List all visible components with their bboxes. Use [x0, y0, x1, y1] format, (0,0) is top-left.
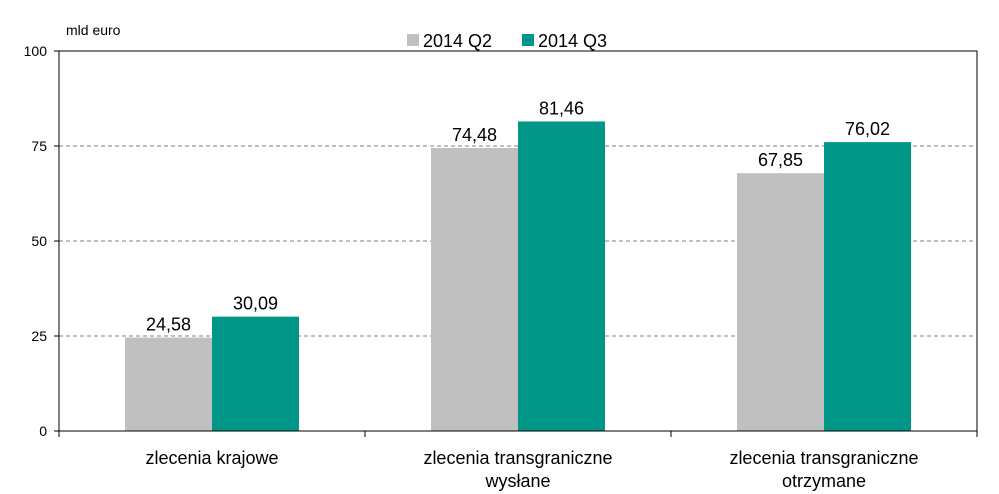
bar — [125, 337, 212, 431]
data-label: 81,46 — [539, 98, 584, 118]
x-category-label: zlecenia transgraniczne — [423, 448, 612, 468]
x-category-label: zlecenia transgraniczne — [729, 448, 918, 468]
y-tick-label: 0 — [39, 423, 47, 439]
y-tick-label: 75 — [31, 138, 47, 154]
legend-swatch — [522, 34, 534, 46]
data-label: 76,02 — [845, 119, 890, 139]
y-tick-label: 50 — [31, 233, 47, 249]
legend-swatch — [407, 34, 419, 46]
bar — [431, 147, 518, 431]
bars — [125, 121, 911, 432]
axes: 0 25 50 75 100 zlecenia krajowe zlecenia trans… — [24, 43, 978, 491]
data-label: 74,48 — [452, 125, 497, 145]
x-category-label: otrzymane — [782, 471, 866, 491]
x-category-label: wysłane — [484, 471, 550, 491]
bar — [737, 173, 824, 432]
y-axis-unit-label: mld euro — [66, 22, 121, 38]
y-tick-label: 100 — [24, 43, 48, 59]
data-label: 30,09 — [233, 294, 278, 314]
data-label: 67,85 — [758, 150, 803, 170]
legend: 2014 Q2 2014 Q3 — [407, 31, 607, 51]
bar — [824, 142, 911, 431]
bar — [212, 316, 299, 431]
y-tick-label: 25 — [31, 328, 47, 344]
data-label: 24,58 — [146, 315, 191, 335]
x-category-label: zlecenia krajowe — [145, 448, 278, 468]
legend-label: 2014 Q2 — [423, 31, 492, 51]
legend-label: 2014 Q3 — [538, 31, 607, 51]
bar — [518, 121, 605, 432]
data-labels: 24,58 30,09 74,48 81,46 67,85 76,02 — [146, 98, 890, 334]
